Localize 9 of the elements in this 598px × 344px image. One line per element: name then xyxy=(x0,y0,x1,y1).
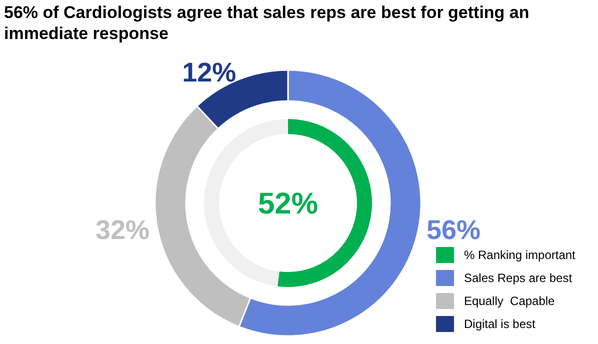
legend-label: Digital is best xyxy=(464,317,536,332)
data-label: 52% xyxy=(258,188,318,220)
data-label: 12% xyxy=(182,57,236,88)
legend-label: % Ranking important xyxy=(464,248,576,262)
data-label: 56% xyxy=(426,214,481,245)
legend-label: Equally Capable xyxy=(464,294,556,308)
legend-label: Sales Reps are best xyxy=(464,271,573,286)
chart-title: 56% of Cardiologists agree that sales reps are best for getting an immediate response xyxy=(4,3,530,43)
data-label: 32% xyxy=(95,214,150,245)
